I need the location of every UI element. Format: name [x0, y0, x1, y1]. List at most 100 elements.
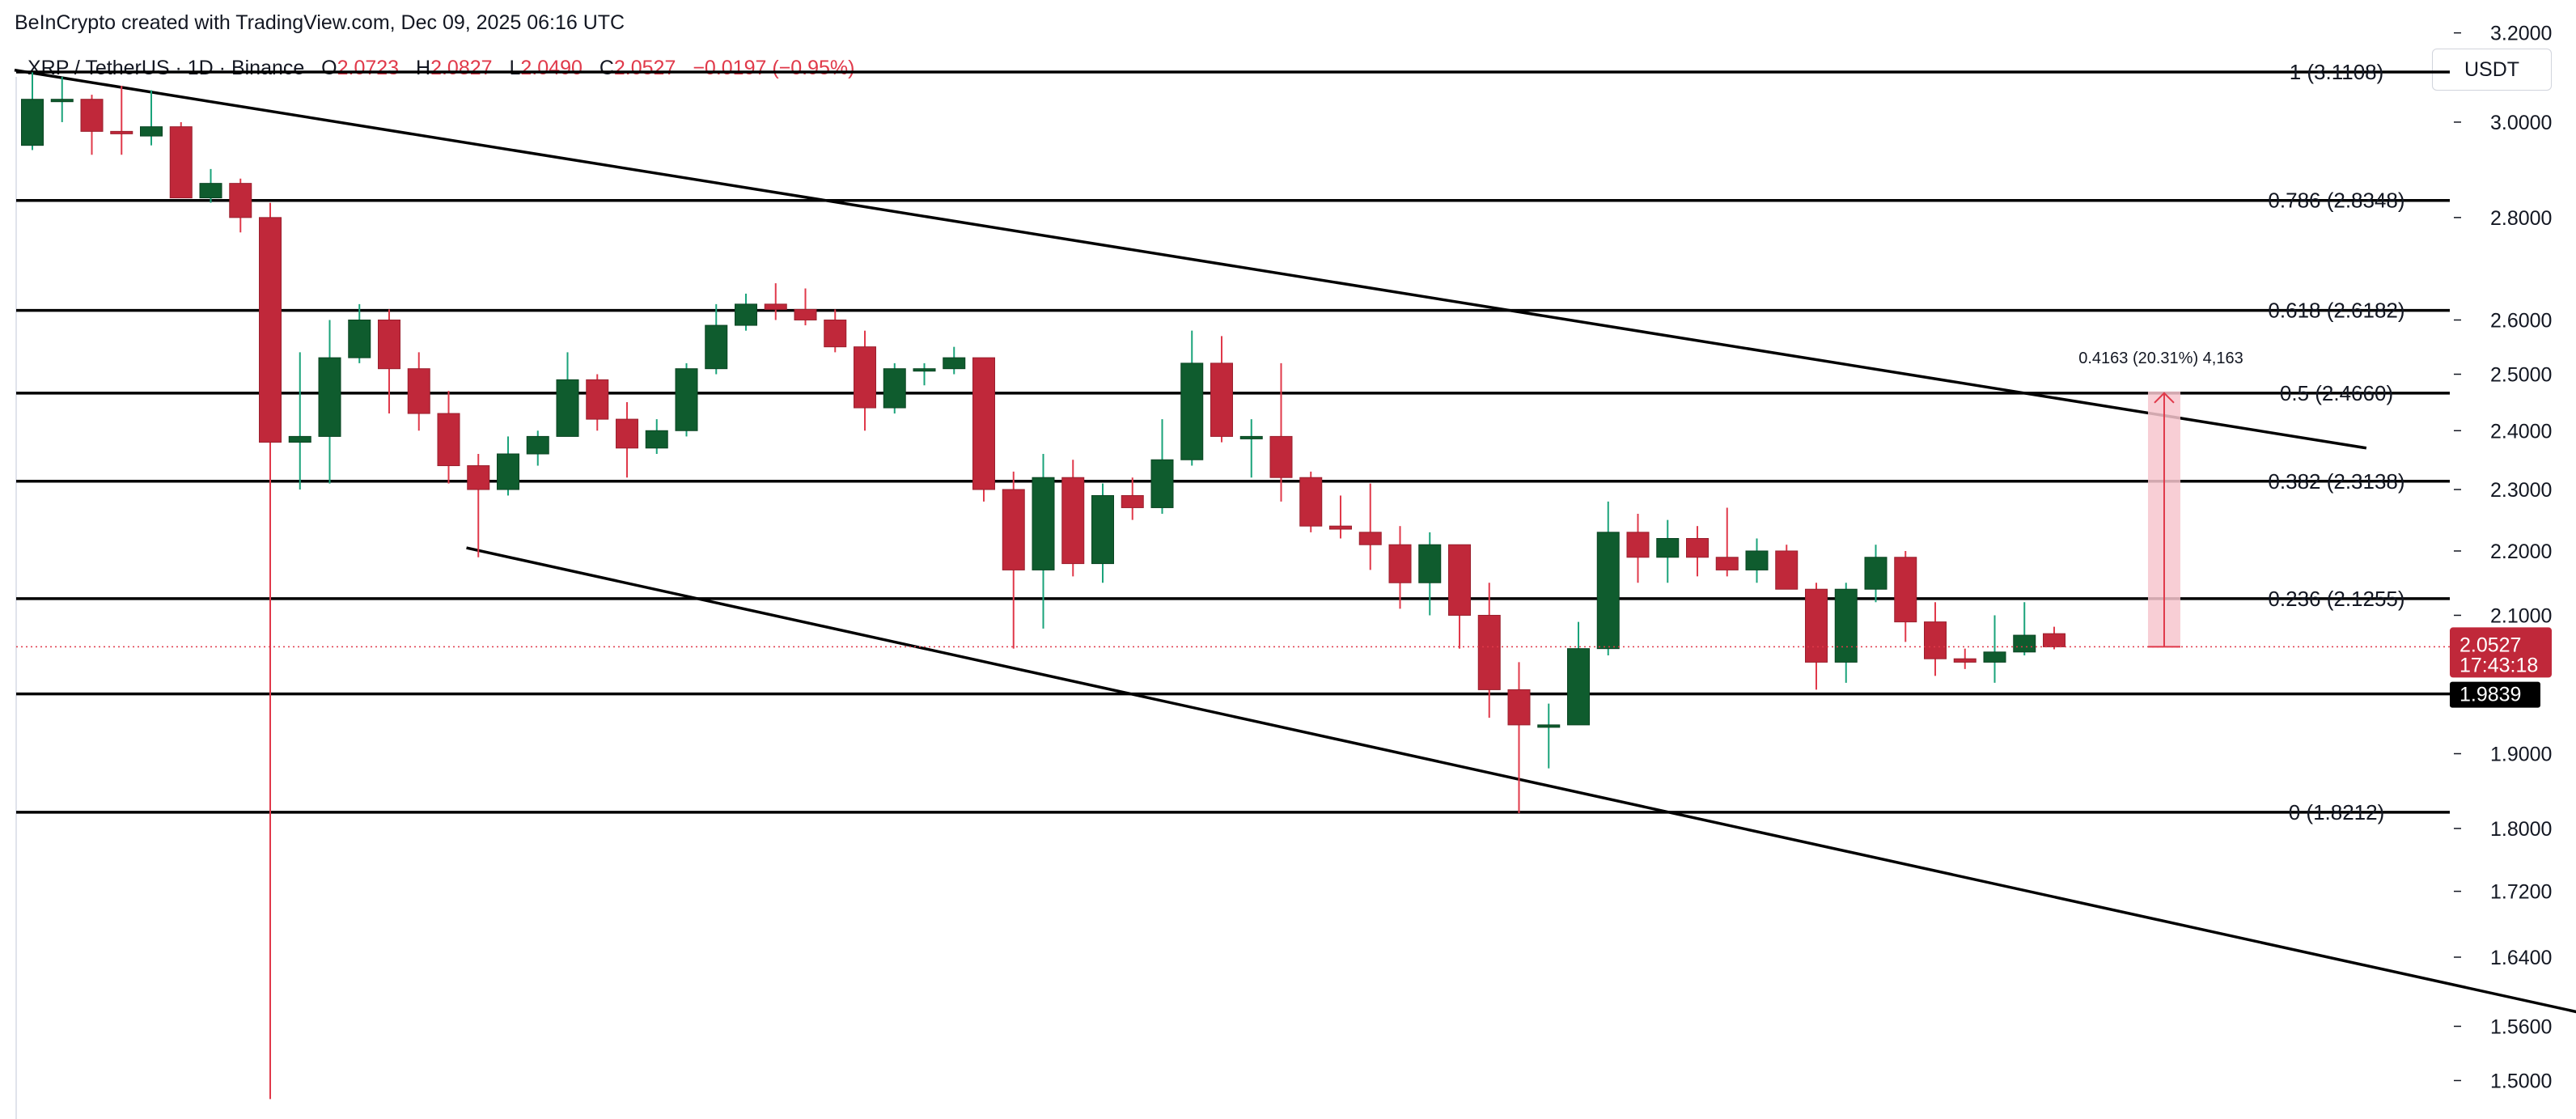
candle-body	[913, 368, 936, 372]
candle-body	[556, 379, 579, 437]
candle-down	[1715, 507, 1739, 577]
bar-countdown: 17:43:18	[2459, 654, 2538, 676]
candle-body	[705, 324, 728, 370]
high-label: H	[416, 57, 431, 79]
candle-down	[1626, 513, 1650, 583]
axis-tick-label: 1.9000	[2490, 744, 2552, 766]
price-range-measure: 0.4163 (20.31%) 4,163	[2078, 350, 2243, 648]
candle-up	[883, 362, 906, 414]
candle-down	[110, 85, 133, 155]
candle-down	[1953, 648, 1976, 669]
support-price-value: 1.9839	[2459, 684, 2521, 706]
candle-body	[1032, 477, 1055, 570]
axis-tick-label: 1.5000	[2490, 1070, 2552, 1092]
candle-down	[169, 121, 193, 199]
candle-body	[1924, 621, 1947, 659]
candle-up	[2013, 602, 2036, 656]
candle-up	[497, 436, 519, 496]
candle-body	[1358, 532, 1382, 545]
candle-body	[1983, 651, 2006, 663]
candle-body	[1626, 532, 1650, 558]
axis-tick-label: 2.3000	[2490, 479, 2552, 502]
lower-trendline	[466, 546, 2576, 1014]
current-price-tag	[2450, 627, 2552, 678]
candles	[21, 72, 2065, 1100]
low-label: L	[509, 57, 521, 79]
candle-up	[1180, 330, 1204, 466]
candle-down	[586, 374, 609, 431]
candle-down	[1448, 544, 1471, 649]
candle-up	[1091, 483, 1114, 583]
candle-down	[229, 178, 252, 233]
candle-body	[1269, 435, 1293, 478]
candle-body	[378, 319, 400, 370]
candle-down	[378, 309, 400, 414]
axis-tick-label: 1.7200	[2490, 881, 2552, 904]
candle-body	[318, 357, 341, 437]
candle-up	[1150, 419, 1174, 514]
candle-down	[972, 357, 995, 502]
candle-up	[645, 419, 668, 454]
candle-body	[140, 126, 163, 137]
candle-down	[1061, 460, 1085, 577]
high-value: 2.0827	[430, 57, 493, 79]
candle-up	[1537, 703, 1561, 769]
candle-body	[1953, 658, 1976, 663]
candle-body	[497, 453, 519, 490]
currency-button[interactable]: USDT	[2432, 49, 2552, 91]
candle-down	[437, 391, 460, 484]
candle-up	[1567, 621, 1590, 726]
candle-down	[824, 309, 847, 353]
candle-down	[2043, 626, 2065, 650]
candle-body	[1477, 614, 1501, 690]
axis-tick-label: 1.5600	[2490, 1015, 2552, 1038]
candle-body	[80, 99, 104, 132]
candle-body	[1239, 435, 1263, 439]
candle-down	[616, 402, 638, 478]
candle-down	[1894, 550, 1917, 642]
low-value: 2.0490	[520, 57, 583, 79]
candle-body	[1775, 550, 1799, 590]
candle-body	[467, 465, 490, 490]
candle-body	[824, 319, 847, 348]
fib-level-label: 1 (3.1108)	[2290, 60, 2384, 84]
candle-body	[1299, 477, 1323, 527]
candle-down	[1924, 602, 1947, 676]
candle-body	[1805, 588, 1828, 663]
candle-up	[705, 303, 728, 375]
candle-up	[526, 430, 549, 466]
axis-tick-label: 2.2000	[2490, 540, 2552, 563]
candle-down	[467, 453, 490, 557]
candle-body	[2013, 634, 2036, 653]
candle-down	[1210, 336, 1233, 443]
candle-down	[1299, 471, 1323, 532]
axis-tick-label: 2.6000	[2490, 309, 2552, 332]
candle-body	[348, 319, 371, 358]
candle-body	[645, 430, 668, 449]
fib-level-label: 0.236 (2.1255)	[2268, 587, 2404, 611]
symbol-legend: XRP / TetherUS · 1D · Binance O2.0723 H2…	[28, 57, 854, 80]
candle-up	[1656, 519, 1680, 583]
axis-tick-label: 3.0000	[2490, 112, 2552, 134]
candle-down	[1269, 362, 1293, 502]
fib-level-label: 0 (1.8212)	[2289, 800, 2385, 824]
candle-body	[1894, 557, 1917, 623]
fib-level-label: 0.618 (2.6182)	[2268, 299, 2404, 323]
candle-up	[556, 352, 579, 437]
candle-up	[1032, 453, 1055, 629]
candle-body	[1864, 557, 1888, 590]
candle-body	[943, 357, 966, 370]
candle-body	[1834, 588, 1858, 663]
candle-up	[199, 168, 222, 203]
candle-up	[1418, 532, 1442, 616]
candle-up	[1745, 538, 1769, 583]
candle-body	[764, 303, 787, 310]
candle-down	[1507, 662, 1531, 814]
candle-up	[1834, 583, 1858, 683]
candle-body	[1121, 494, 1144, 508]
candle-body	[1150, 459, 1174, 508]
candle-body	[21, 99, 44, 146]
candle-up	[735, 293, 757, 331]
